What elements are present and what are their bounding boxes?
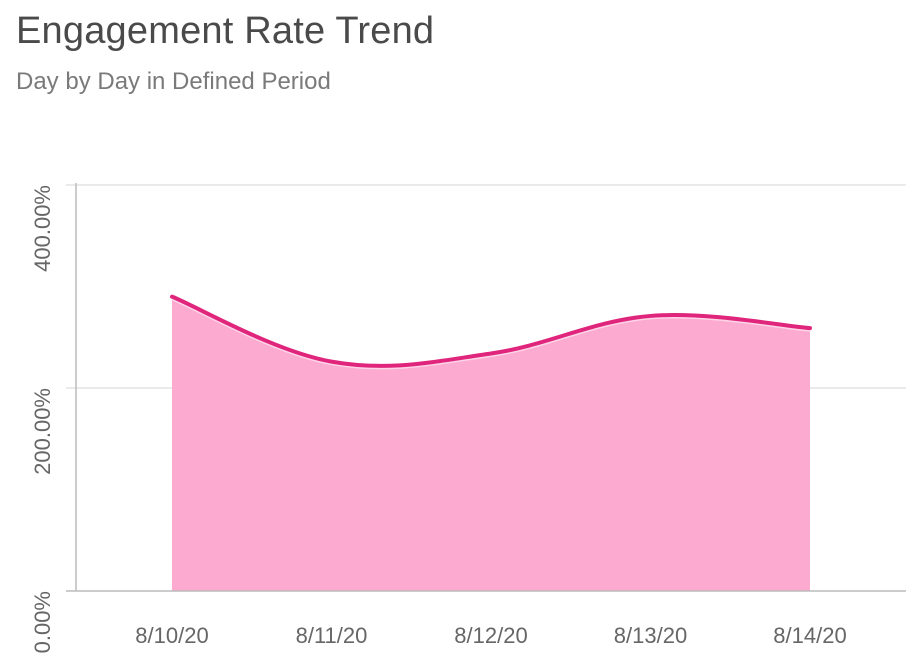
y-tick-label: 200.00% — [30, 388, 55, 475]
label-layer: 0.00% 200.00% 400.00% 8/10/20 8/11/20 8/12/20… — [30, 185, 847, 653]
x-tick-label: 8/13/20 — [614, 623, 687, 648]
y-tick-label: 0.00% — [30, 591, 55, 653]
area-layer — [170, 293, 812, 591]
x-tick-label: 8/11/20 — [296, 623, 368, 648]
series-line — [170, 294, 812, 368]
chart-title: Engagement Rate Trend — [16, 10, 435, 52]
x-tick-label: 8/10/20 — [135, 623, 208, 648]
area-fill — [172, 296, 810, 591]
axis-layer — [66, 183, 906, 592]
y-tick-label: 400.00% — [30, 185, 55, 272]
chart-subtitle: Day by Day in Defined Period — [16, 68, 331, 95]
x-tick-label: 8/12/20 — [454, 623, 527, 648]
x-tick-label: 8/14/20 — [773, 623, 846, 648]
